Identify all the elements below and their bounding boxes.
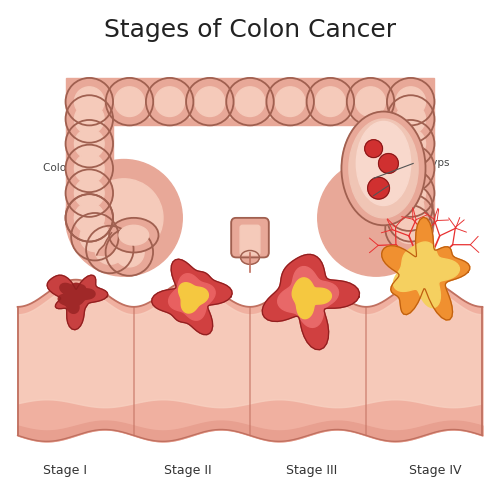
Ellipse shape: [318, 160, 434, 276]
Circle shape: [66, 144, 113, 192]
Circle shape: [114, 237, 144, 267]
Polygon shape: [262, 254, 360, 350]
Circle shape: [186, 78, 234, 126]
Circle shape: [74, 203, 104, 232]
Circle shape: [396, 129, 426, 158]
Circle shape: [396, 104, 426, 134]
Circle shape: [396, 87, 426, 117]
Circle shape: [396, 178, 426, 208]
Circle shape: [396, 203, 426, 232]
Text: Polyps: Polyps: [416, 158, 449, 168]
Ellipse shape: [240, 250, 260, 264]
Circle shape: [378, 154, 398, 174]
Ellipse shape: [119, 226, 148, 245]
Circle shape: [195, 87, 224, 117]
Circle shape: [387, 194, 434, 242]
Ellipse shape: [85, 179, 163, 257]
Text: Stage I: Stage I: [42, 464, 86, 477]
Circle shape: [387, 120, 434, 168]
Circle shape: [106, 78, 153, 126]
Circle shape: [74, 129, 104, 158]
Circle shape: [66, 78, 113, 126]
Circle shape: [386, 205, 432, 252]
Circle shape: [66, 170, 113, 217]
Circle shape: [66, 120, 113, 168]
Ellipse shape: [356, 122, 410, 206]
Circle shape: [66, 194, 113, 242]
Circle shape: [71, 213, 118, 260]
Polygon shape: [152, 259, 232, 334]
Bar: [74, 119, 104, 218]
Circle shape: [86, 226, 134, 273]
Circle shape: [235, 87, 265, 117]
Circle shape: [396, 154, 426, 183]
Circle shape: [352, 160, 400, 207]
Text: Colon —: Colon —: [44, 164, 87, 173]
Polygon shape: [96, 232, 114, 256]
Bar: [66, 119, 113, 218]
Circle shape: [387, 95, 434, 142]
Circle shape: [394, 214, 424, 244]
Polygon shape: [71, 284, 95, 305]
Ellipse shape: [349, 119, 418, 218]
Text: Stage II: Stage II: [164, 464, 212, 477]
Circle shape: [276, 87, 305, 117]
Circle shape: [347, 78, 395, 126]
Text: Stage III: Stage III: [286, 464, 338, 477]
Circle shape: [372, 166, 420, 214]
Ellipse shape: [109, 218, 158, 252]
Circle shape: [66, 95, 113, 142]
Circle shape: [387, 78, 434, 126]
Circle shape: [106, 228, 153, 276]
Circle shape: [155, 87, 184, 117]
Circle shape: [356, 87, 386, 117]
Circle shape: [387, 144, 434, 192]
Bar: [387, 119, 434, 218]
Bar: [396, 119, 426, 218]
Circle shape: [74, 203, 104, 232]
Circle shape: [394, 192, 424, 222]
Circle shape: [364, 140, 382, 158]
Circle shape: [306, 78, 354, 126]
Circle shape: [66, 194, 113, 242]
Circle shape: [316, 87, 345, 117]
Ellipse shape: [66, 160, 182, 276]
Polygon shape: [394, 242, 460, 308]
Text: Stages of Colon Cancer: Stages of Colon Cancer: [104, 18, 396, 42]
Polygon shape: [58, 292, 84, 314]
Circle shape: [368, 178, 390, 199]
Circle shape: [387, 170, 434, 217]
Circle shape: [95, 234, 124, 264]
Circle shape: [74, 178, 104, 208]
Bar: [66, 78, 434, 126]
Polygon shape: [168, 274, 215, 320]
Circle shape: [382, 175, 412, 204]
Circle shape: [226, 78, 274, 126]
Circle shape: [74, 104, 104, 134]
Polygon shape: [292, 278, 332, 318]
FancyBboxPatch shape: [231, 218, 269, 258]
Polygon shape: [60, 284, 86, 304]
Circle shape: [74, 87, 104, 117]
Circle shape: [80, 222, 110, 252]
Polygon shape: [278, 266, 338, 328]
FancyBboxPatch shape: [240, 226, 260, 255]
Polygon shape: [178, 282, 208, 313]
Ellipse shape: [342, 112, 425, 226]
Bar: [74, 87, 426, 117]
Circle shape: [361, 168, 391, 198]
Circle shape: [74, 154, 104, 183]
Text: Stage IV: Stage IV: [409, 464, 462, 477]
Circle shape: [266, 78, 314, 126]
Polygon shape: [47, 275, 108, 330]
Polygon shape: [382, 218, 470, 320]
Circle shape: [386, 184, 432, 231]
Circle shape: [114, 87, 144, 117]
Circle shape: [146, 78, 194, 126]
